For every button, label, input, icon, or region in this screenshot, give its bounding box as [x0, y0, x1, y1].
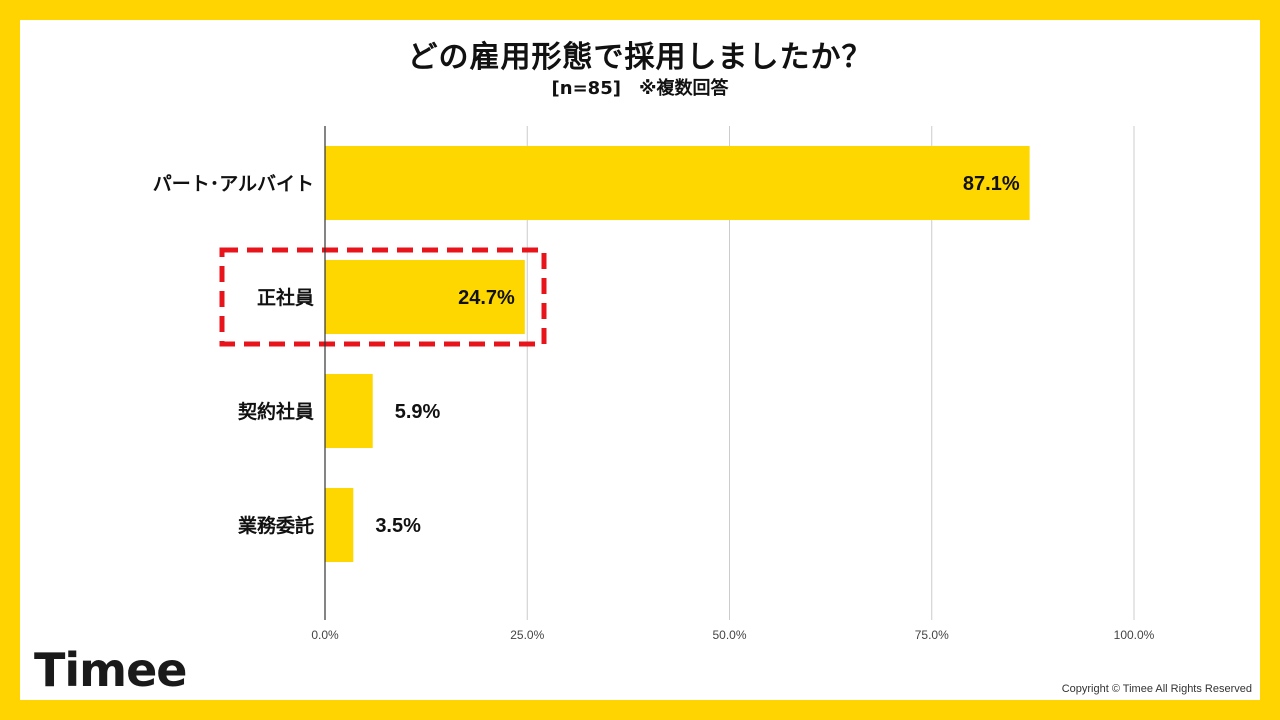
data-label: 5.9% — [395, 401, 441, 423]
bar — [325, 374, 373, 448]
x-tick-label: 0.0% — [311, 628, 339, 642]
chart-subtitle: [n=85] ※複数回答 — [551, 78, 729, 99]
category-label: 契約社員 — [237, 400, 314, 423]
data-label: 24.7% — [458, 287, 515, 309]
x-tick-label: 100.0% — [1114, 628, 1155, 642]
x-tick-label: 25.0% — [510, 628, 544, 642]
data-label: 3.5% — [375, 515, 421, 537]
bar — [325, 146, 1030, 220]
copyright-text: Copyright © Timee All Rights Reserved — [1061, 683, 1252, 695]
bar — [325, 260, 525, 334]
background-panel — [20, 20, 1260, 700]
x-tick-label: 75.0% — [915, 628, 949, 642]
x-tick-label: 50.0% — [712, 628, 746, 642]
bar — [325, 488, 354, 562]
data-label: 87.1% — [963, 173, 1020, 195]
highlight-box — [219, 247, 547, 347]
category-label: 正社員 — [257, 286, 314, 309]
chart-title: どの雇用形態で採用しましたか？ — [407, 40, 873, 75]
timee-logo: Timee — [34, 643, 187, 697]
category-label: 業務委託 — [237, 514, 314, 537]
category-label: パート･アルバイト — [153, 173, 314, 195]
